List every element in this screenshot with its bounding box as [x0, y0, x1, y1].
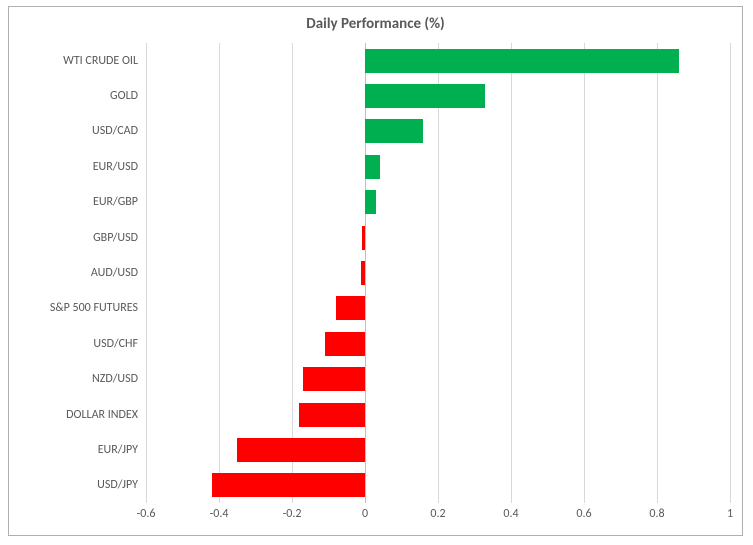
category-label: EUR/USD: [13, 160, 138, 174]
x-tick-label: 0: [340, 507, 390, 521]
category-label: AUD/USD: [13, 266, 138, 280]
category-label: GBP/USD: [13, 231, 138, 245]
bar: [361, 261, 365, 285]
chart-container: Daily Performance (%) -0.6-0.4-0.200.20.…: [8, 6, 743, 536]
x-tick-label: 0.8: [632, 507, 682, 521]
gridline: [511, 43, 512, 503]
x-tick-label: -0.2: [267, 507, 317, 521]
category-label: USD/CAD: [13, 124, 138, 138]
category-label: EUR/JPY: [13, 443, 138, 457]
x-tick-label: 0.2: [413, 507, 463, 521]
bar: [362, 226, 365, 250]
bar: [303, 367, 365, 391]
category-label: WTI CRUDE OIL: [13, 54, 138, 68]
gridline: [730, 43, 731, 503]
gridline: [584, 43, 585, 503]
bar: [212, 473, 365, 497]
x-tick-label: -0.4: [194, 507, 244, 521]
x-tick-label: 0.6: [559, 507, 609, 521]
gridline: [657, 43, 658, 503]
bar: [237, 438, 365, 462]
gridline: [146, 43, 147, 503]
bar: [325, 332, 365, 356]
category-label: EUR/GBP: [13, 195, 138, 209]
category-label: DOLLAR INDEX: [13, 408, 138, 422]
bar: [365, 84, 485, 108]
category-label: S&P 500 FUTURES: [13, 301, 138, 315]
x-tick-label: 1: [705, 507, 753, 521]
bar: [365, 49, 679, 73]
category-label: NZD/USD: [13, 372, 138, 386]
x-tick-label: 0.4: [486, 507, 536, 521]
bar: [365, 155, 380, 179]
plot-area: -0.6-0.4-0.200.20.40.60.81WTI CRUDE OILG…: [146, 43, 730, 503]
gridline: [365, 43, 366, 503]
bar: [299, 403, 365, 427]
category-label: USD/CHF: [13, 337, 138, 351]
bar: [365, 119, 423, 143]
chart-title: Daily Performance (%): [9, 15, 742, 33]
gridline: [438, 43, 439, 503]
bar: [365, 190, 376, 214]
gridline: [292, 43, 293, 503]
category-label: USD/JPY: [13, 478, 138, 492]
x-tick-label: -0.6: [121, 507, 171, 521]
category-label: GOLD: [13, 89, 138, 103]
bar: [336, 296, 365, 320]
gridline: [219, 43, 220, 503]
